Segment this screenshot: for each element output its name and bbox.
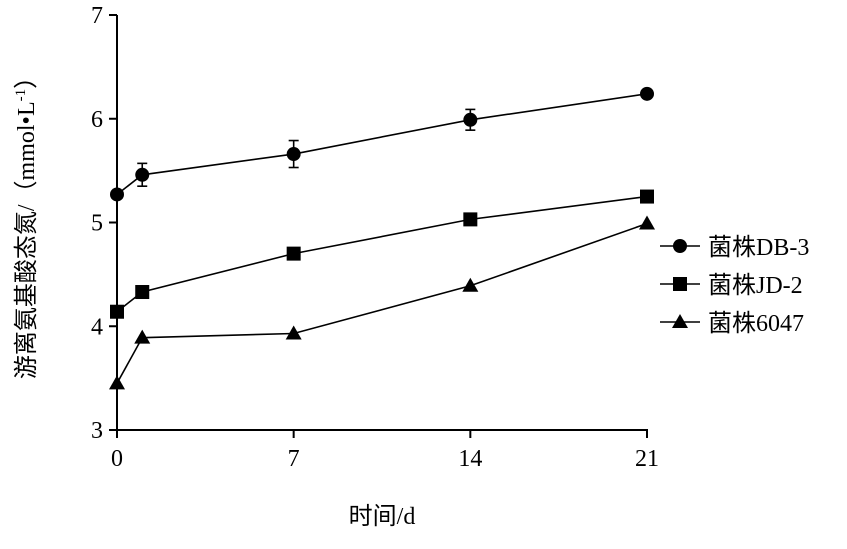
y-axis-title-superscript: -1 <box>13 89 29 102</box>
y-axis-title-main: 游离氨基酸态氮/（mmol•L <box>13 101 40 379</box>
x-tick-label: 0 <box>111 446 123 472</box>
y-tick-label: 5 <box>91 211 103 237</box>
legend: 菌株DB-3 菌株JD-2 菌株6047 <box>660 234 809 337</box>
y-tick-label: 4 <box>91 314 103 340</box>
series-square <box>110 189 654 319</box>
legend-item: 菌株6047 <box>660 310 804 337</box>
y-tick-label: 6 <box>91 107 103 133</box>
y-axis-title-close: ） <box>14 65 40 89</box>
x-tick-label: 7 <box>288 446 300 472</box>
legend-marker <box>672 314 688 328</box>
legend-label: 菌株DB-3 <box>708 234 809 261</box>
data-point <box>110 187 124 202</box>
y-axis-title: 游离氨基酸态氮/（mmol•L-1） <box>13 65 40 379</box>
legend-label: 菌株JD-2 <box>708 272 803 299</box>
legend-marker <box>673 239 687 253</box>
y-tick-label: 3 <box>91 418 103 444</box>
series-line <box>116 222 648 384</box>
series-line <box>116 93 648 196</box>
series-line <box>116 195 648 313</box>
data-point <box>110 304 124 319</box>
legend-marker <box>673 277 687 291</box>
axes <box>116 15 648 431</box>
series-circle <box>110 86 654 202</box>
series-triangle <box>109 215 655 390</box>
data-point <box>135 167 150 182</box>
data-point <box>285 325 302 340</box>
data-point <box>286 246 301 261</box>
x-axis-title: 时间/d <box>349 503 416 530</box>
data-point <box>286 147 301 162</box>
x-tick-label: 21 <box>635 446 659 472</box>
data-point <box>463 112 478 127</box>
legend-label: 菌株6047 <box>708 310 804 337</box>
data-point <box>109 375 125 390</box>
data-point <box>134 329 151 344</box>
data-point <box>640 86 654 101</box>
y-ticks: 3 4 5 6 7 <box>91 3 117 444</box>
y-tick-label: 7 <box>91 3 103 29</box>
data-point <box>639 215 655 230</box>
data-point <box>135 285 150 300</box>
series-layer <box>109 86 655 390</box>
legend-item: 菌株DB-3 <box>660 234 809 261</box>
x-ticks: 0 7 14 21 <box>111 430 659 472</box>
legend-item: 菌株JD-2 <box>660 272 803 299</box>
x-tick-label: 14 <box>458 446 482 472</box>
data-point <box>640 189 654 204</box>
data-point <box>463 212 478 227</box>
data-point <box>462 277 479 292</box>
